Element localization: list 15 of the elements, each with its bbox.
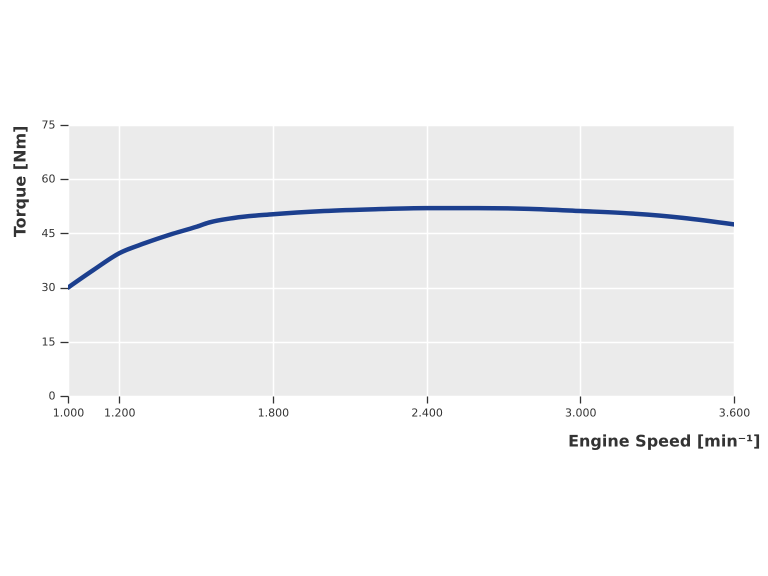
x-tick-label: 3.600: [718, 406, 750, 420]
x-axis-title: Engine Speed [min⁻¹]: [568, 432, 760, 450]
y-tick-label: 30: [42, 281, 56, 294]
line-series: [68, 206, 734, 290]
x-tick-label: 1.800: [258, 406, 290, 420]
y-tick-label: 75: [42, 118, 56, 132]
x-tick-label: 3.000: [565, 406, 597, 420]
x-tick-label: 1.000: [52, 406, 84, 420]
y-tick-label: 60: [42, 172, 56, 186]
x-tick-label: 2.400: [411, 406, 443, 420]
y-tick-label: 15: [42, 335, 56, 348]
y-tick-label: 0: [48, 390, 56, 402]
y-tick-label: 45: [42, 226, 56, 240]
y-axis-title: Torque [Nm]: [10, 126, 30, 238]
x-tick-label: 1.200: [104, 406, 136, 420]
